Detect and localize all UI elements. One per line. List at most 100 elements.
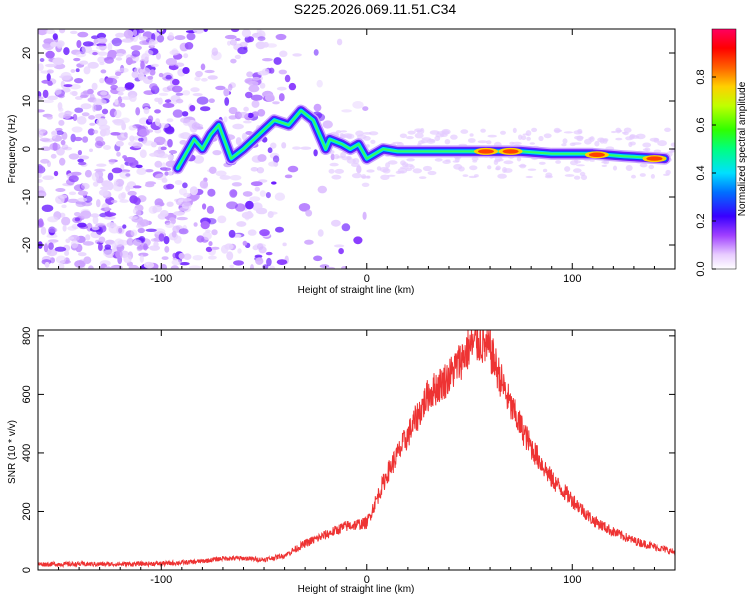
noise-haze bbox=[538, 161, 546, 165]
noise-haze bbox=[663, 173, 670, 176]
noise-blob bbox=[317, 185, 327, 194]
noise-haze bbox=[487, 165, 492, 170]
noise-haze bbox=[480, 128, 486, 133]
noise-haze bbox=[462, 174, 469, 178]
noise-blob bbox=[70, 69, 76, 73]
spectrogram-x-ticks: -100 0 100 bbox=[37, 29, 676, 285]
noise-blob bbox=[59, 194, 68, 199]
noise-blob bbox=[259, 190, 266, 197]
spectrogram-y-ticks: -20 -10 0 10 20 bbox=[21, 47, 675, 253]
noise-haze bbox=[500, 130, 506, 135]
noise-blob bbox=[114, 238, 124, 247]
noise-haze bbox=[525, 130, 532, 137]
noise-haze bbox=[469, 133, 474, 137]
noise-blob bbox=[60, 139, 66, 146]
noise-blob bbox=[63, 47, 70, 56]
noise-blob bbox=[262, 58, 273, 62]
noise-blob bbox=[48, 242, 54, 250]
noise-haze bbox=[589, 159, 595, 162]
noise-blob bbox=[73, 184, 85, 192]
noise-blob bbox=[91, 226, 100, 231]
noise-blob bbox=[183, 253, 192, 260]
noise-haze bbox=[494, 159, 501, 163]
noise-haze bbox=[635, 133, 646, 140]
noise-blob bbox=[123, 254, 132, 264]
noise-haze bbox=[594, 140, 600, 147]
noise-haze bbox=[639, 173, 646, 177]
spectrogram-y-label: Frequency (Hz) bbox=[7, 115, 18, 184]
noise-blob bbox=[98, 189, 109, 197]
noise-blob bbox=[164, 171, 169, 176]
noise-blob bbox=[103, 145, 111, 150]
noise-blob bbox=[242, 240, 248, 246]
noise-blob bbox=[172, 78, 180, 86]
noise-blob bbox=[76, 116, 87, 125]
noise-blob bbox=[98, 242, 103, 251]
noise-haze bbox=[545, 172, 553, 178]
noise-blob bbox=[143, 243, 148, 251]
noise-blob bbox=[38, 173, 42, 178]
x-tick-label: 100 bbox=[563, 574, 581, 586]
noise-blob bbox=[68, 153, 80, 160]
noise-blob bbox=[124, 82, 135, 90]
noise-blob bbox=[173, 235, 182, 244]
noise-blob bbox=[52, 33, 58, 40]
noise-haze bbox=[573, 175, 581, 180]
noise-haze bbox=[450, 134, 458, 140]
noise-blob bbox=[54, 246, 67, 252]
noise-blob bbox=[205, 229, 211, 233]
noise-blob bbox=[71, 126, 83, 133]
noise-blob bbox=[241, 29, 251, 38]
noise-blob bbox=[46, 73, 51, 82]
noise-blob bbox=[168, 32, 174, 40]
noise-blob bbox=[200, 63, 206, 71]
noise-blob bbox=[53, 63, 66, 70]
noise-blob bbox=[107, 172, 114, 181]
colorbar-gradient bbox=[711, 28, 737, 270]
noise-blob bbox=[282, 242, 287, 247]
noise-haze bbox=[380, 174, 390, 180]
noise-blob bbox=[47, 95, 58, 101]
noise-blob bbox=[164, 246, 170, 253]
noise-blob bbox=[154, 109, 161, 114]
noise-blob bbox=[96, 118, 108, 127]
noise-blob bbox=[91, 82, 98, 91]
noise-blob bbox=[196, 96, 209, 105]
noise-blob bbox=[107, 182, 114, 191]
noise-blob bbox=[135, 107, 141, 116]
noise-blob bbox=[111, 37, 122, 47]
noise-blob bbox=[99, 129, 107, 137]
noise-blob bbox=[191, 122, 201, 130]
noise-blob bbox=[193, 222, 198, 227]
noise-blob bbox=[333, 244, 345, 248]
noise-blob bbox=[203, 29, 208, 32]
noise-blob bbox=[275, 226, 284, 233]
noise-haze bbox=[333, 154, 340, 160]
noise-blob bbox=[87, 128, 95, 136]
noise-blob bbox=[116, 53, 124, 57]
noise-blob bbox=[149, 83, 158, 90]
noise-blob bbox=[92, 51, 98, 56]
noise-blob bbox=[200, 221, 210, 230]
noise-blob bbox=[264, 93, 275, 102]
noise-blob bbox=[230, 29, 240, 33]
noise-blob bbox=[80, 103, 92, 110]
noise-haze bbox=[335, 130, 342, 134]
noise-blob bbox=[227, 83, 233, 91]
noise-blob bbox=[257, 109, 266, 117]
y-tick-label: 10 bbox=[21, 95, 33, 107]
noise-blob bbox=[174, 180, 183, 185]
noise-blob bbox=[257, 36, 266, 41]
noise-haze bbox=[563, 131, 574, 134]
noise-haze bbox=[368, 131, 379, 136]
noise-blob bbox=[47, 160, 51, 168]
noise-blob bbox=[228, 107, 238, 115]
noise-blob bbox=[58, 119, 65, 126]
noise-blob bbox=[74, 217, 81, 222]
noise-blob bbox=[254, 254, 263, 258]
noise-blob bbox=[77, 222, 87, 228]
noise-haze bbox=[625, 136, 633, 141]
noise-haze bbox=[503, 160, 514, 165]
noise-blob bbox=[207, 75, 218, 80]
noise-haze bbox=[631, 174, 636, 179]
